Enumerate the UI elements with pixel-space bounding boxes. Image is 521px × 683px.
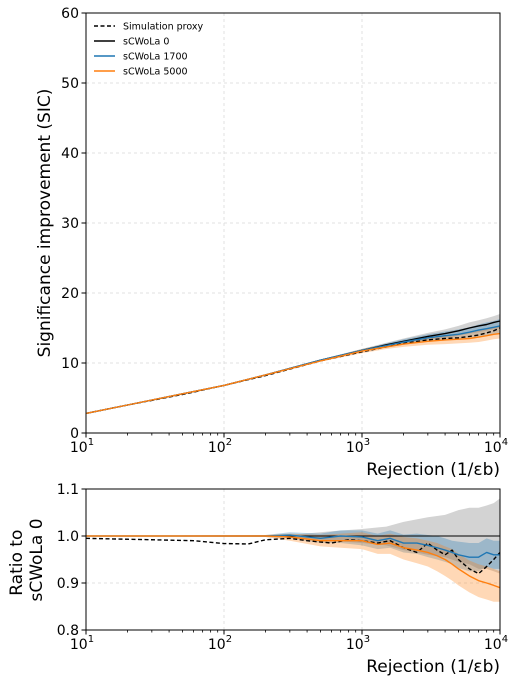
series-simulation-proxy [85, 537, 501, 575]
x-tick-base: 10 [70, 440, 88, 456]
x-tick-exp: 1 [88, 634, 94, 645]
x-tick-label: 103 [346, 437, 370, 456]
top-ylabel: Significance improvement (SIC) [35, 89, 55, 358]
x-tick-label: 101 [70, 437, 94, 456]
series-scwola-5000 [85, 332, 501, 415]
bottom-ylabel-line1: Ratio to [7, 530, 27, 596]
x-tick-exp: 4 [502, 437, 508, 448]
y-tick-label: 0.8 [57, 623, 79, 639]
series-scwola-1700 [86, 534, 500, 558]
y-tick-label: 0 [70, 426, 79, 442]
x-tick-label: 103 [346, 634, 370, 653]
x-tick-exp: 1 [88, 437, 94, 448]
legend: Simulation proxy sCWoLa 0 sCWoLa 1700 sCWoL… [94, 22, 203, 78]
x-tick-base: 10 [484, 440, 502, 456]
bottom-bands [86, 498, 500, 602]
top-xlabel-text: Rejection (1/εb) [366, 460, 500, 480]
legend-label-simulation-proxy: Simulation proxy [123, 22, 203, 33]
x-tick-base: 10 [70, 637, 88, 653]
x-tick-base: 10 [346, 637, 364, 653]
x-tick-base: 10 [208, 440, 226, 456]
y-tick-label: 0.9 [57, 576, 79, 592]
y-tick-label: 60 [61, 6, 79, 22]
x-tick-label: 104 [484, 634, 508, 653]
band-scwola-0 [86, 314, 500, 414]
bottom-xlabel: Rejection (1/εb) [366, 657, 500, 677]
top-grid [85, 13, 500, 433]
legend-label-scwola-0: sCWoLa 0 [123, 37, 169, 48]
band-scwola-5000 [86, 326, 500, 414]
bottom-axes-frame [85, 488, 501, 631]
y-tick-label: 1.1 [57, 482, 79, 498]
bottom-lines [85, 534, 501, 589]
x-tick-exp: 4 [502, 634, 508, 645]
y-tick-label: 30 [61, 216, 79, 232]
y-tick-label: 20 [61, 286, 79, 302]
legend-label-scwola-1700: sCWoLa 1700 [123, 52, 188, 63]
series-scwola-5000 [86, 535, 501, 589]
top-bands [86, 314, 500, 414]
x-tick-exp: 2 [226, 437, 232, 448]
x-tick-label: 102 [208, 634, 232, 653]
y-tick-label: 1.0 [57, 529, 79, 545]
y-tick-label: 50 [61, 76, 79, 92]
x-tick-exp: 2 [226, 634, 232, 645]
band-scwola-1700 [86, 318, 500, 414]
band-scwola-5000 [86, 532, 500, 602]
top-xlabel: Rejection (1/εb) [366, 460, 500, 480]
x-tick-label: 102 [208, 437, 232, 456]
top-lines [85, 320, 501, 415]
y-tick-label: 40 [61, 146, 79, 162]
bottom-ylabel: Ratio to sCWoLa 0 [7, 518, 47, 601]
x-tick-base: 10 [208, 637, 226, 653]
x-tick-exp: 3 [364, 437, 370, 448]
x-tick-exp: 3 [364, 634, 370, 645]
bottom-xlabel-text: Rejection (1/εb) [366, 657, 500, 677]
bottom-ylabel-line2: sCWoLa 0 [27, 518, 47, 601]
x-tick-base: 10 [346, 440, 364, 456]
x-tick-label: 104 [484, 437, 508, 456]
x-tick-base: 10 [484, 637, 502, 653]
legend-label-scwola-5000: sCWoLa 5000 [123, 67, 188, 78]
x-tick-label: 101 [70, 634, 94, 653]
y-tick-label: 10 [61, 356, 79, 372]
